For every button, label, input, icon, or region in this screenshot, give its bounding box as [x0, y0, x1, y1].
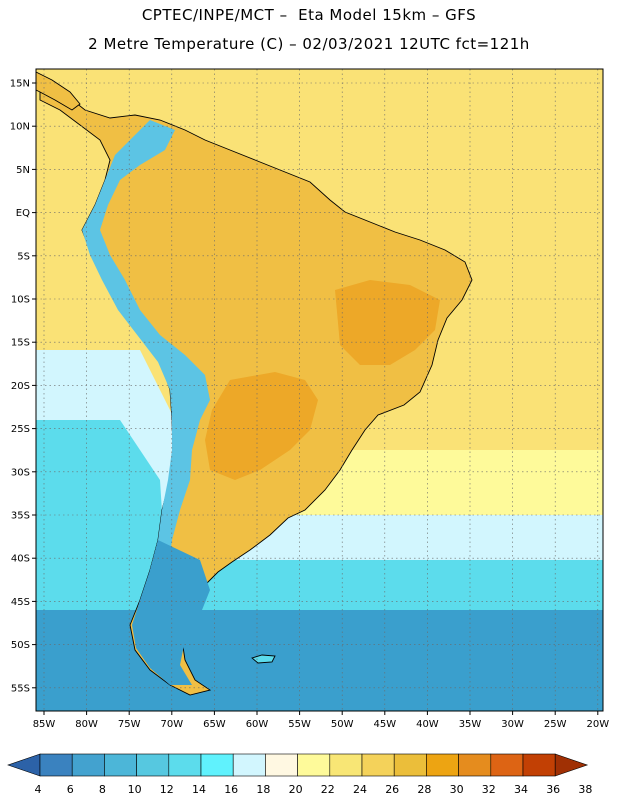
colorbar-swatch: [71, 753, 105, 777]
colorbar-tick-label: 14: [192, 783, 206, 796]
andes-cold-strip: [82, 120, 210, 620]
lon-tick-label: 75W: [118, 719, 141, 730]
lat-tick-label: 35S: [11, 511, 30, 522]
colorbar-tick-label: 20: [289, 783, 303, 796]
lat-tick-label: 40S: [11, 554, 30, 565]
lat-tick-label: 10S: [11, 295, 30, 306]
colorbar-arrow-high: [554, 753, 589, 777]
lon-tick-label: 30W: [501, 719, 524, 730]
colorbar-swatch: [458, 753, 492, 777]
map-subtitle: 2 Metre Temperature (C) – 02/03/2021 12U…: [88, 35, 530, 53]
lon-tick-label: 50W: [331, 719, 354, 730]
lon-tick-label: 40W: [416, 719, 439, 730]
lon-tick-label: 25W: [544, 719, 567, 730]
lon-tick-label: 45W: [373, 719, 396, 730]
colorbar-swatch: [426, 753, 459, 777]
ocean-colder-band: [36, 610, 603, 711]
lat-tick-label: 10N: [10, 122, 30, 133]
colorbar-tick-label: 24: [353, 783, 367, 796]
colorbar-swatch: [200, 753, 234, 777]
colorbar-swatch: [490, 753, 524, 777]
colorbar-tick-label: 16: [224, 783, 238, 796]
lat-tick-label: 45S: [11, 597, 30, 608]
colorbar-swatch: [265, 753, 298, 777]
colorbar-swatch: [297, 753, 331, 777]
colorbar-tick-label: 34: [514, 783, 528, 796]
colorbar-tick-label: 28: [417, 783, 431, 796]
colorbar-tick-label: 18: [256, 783, 270, 796]
lat-tick-label: 5N: [16, 165, 30, 176]
longitude-axis: 85W 80W 75W 70W 65W 60W 55W 50W 45W 40W 35W 30W 25W 2…: [33, 711, 609, 730]
pacific-cold-water: [36, 420, 165, 560]
falkland-islands: [251, 654, 276, 664]
lon-tick-label: 85W: [33, 719, 56, 730]
latitude-axis: 15N 10N 5N EQ 5S 10S 15S 20S 25S 30S 35S 40S 45S 50S 5…: [10, 79, 36, 694]
colorbar-swatch: [136, 753, 170, 777]
hot-interior: [205, 372, 318, 480]
colorbar-swatch: [39, 753, 73, 777]
lon-tick-label: 65W: [203, 719, 226, 730]
lon-tick-label: 60W: [246, 719, 269, 730]
lon-tick-label: 80W: [75, 719, 98, 730]
colorbar-arrow-low: [7, 753, 41, 777]
lat-tick-label: 5S: [17, 251, 30, 262]
lat-tick-label: EQ: [16, 208, 30, 219]
colorbar-swatch: [522, 753, 556, 777]
colorbar-tick-label: 36: [546, 783, 560, 796]
map-frame: [35, 68, 604, 712]
lat-tick-label: 30S: [11, 467, 30, 478]
patagonia-cold: [132, 540, 210, 685]
lon-tick-label: 20W: [586, 719, 609, 730]
lon-tick-label: 70W: [160, 719, 183, 730]
colorbar-tick-label: 30: [450, 783, 464, 796]
colorbar-tick-label: 8: [99, 783, 106, 796]
colorbar-swatch: [104, 753, 137, 777]
colorbar: 4 6 8 10 12 14 16 18 20 22 24 26 28 30 32 34 36 38: [7, 753, 592, 796]
lat-tick-label: 15S: [11, 338, 30, 349]
colorbar-tick-label: 4: [35, 783, 42, 796]
lon-tick-label: 35W: [459, 719, 482, 730]
map-field: [36, 69, 603, 711]
colorbar-tick-label: 6: [67, 783, 74, 796]
colorbar-swatch: [361, 753, 395, 777]
lat-tick-label: 55S: [11, 683, 30, 694]
colorbar-tick-label: 26: [385, 783, 399, 796]
lat-tick-label: 50S: [11, 640, 30, 651]
colorbar-tick-label: 12: [160, 783, 174, 796]
lat-tick-label: 15N: [10, 79, 30, 90]
colorbar-tick-label: 32: [482, 783, 496, 796]
lat-tick-label: 25S: [11, 424, 30, 435]
lat-tick-label: 20S: [11, 381, 30, 392]
colorbar-swatch: [393, 753, 427, 777]
colorbar-tick-label: 38: [578, 783, 592, 796]
colorbar-tick-label: 10: [128, 783, 142, 796]
colorbar-swatch: [329, 753, 363, 777]
map-title: CPTEC/INPE/MCT – Eta Model 15km – GFS: [141, 6, 477, 24]
lat-lon-grid: [36, 69, 603, 711]
lon-tick-label: 55W: [288, 719, 311, 730]
colorbar-swatch: [168, 753, 202, 777]
colorbar-swatch: [232, 753, 266, 777]
hot-northeast: [335, 280, 440, 365]
central-america-land: [36, 71, 81, 111]
colorbar-tick-label: 22: [321, 783, 335, 796]
